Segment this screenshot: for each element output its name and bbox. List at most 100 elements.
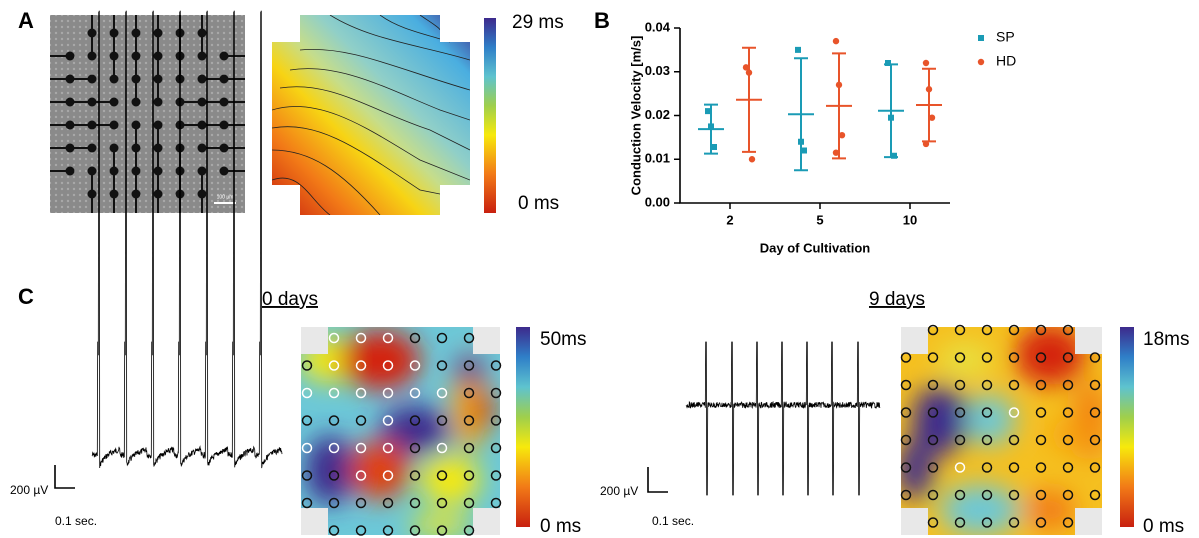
electrode-marker — [1062, 379, 1074, 391]
scale-bar — [647, 467, 668, 493]
colorbar-min: 0 ms — [518, 193, 559, 214]
axis — [679, 28, 950, 204]
electrode-marker — [301, 470, 313, 481]
electrode-marker — [328, 442, 340, 454]
electrode-marker — [409, 497, 421, 509]
electrode-marker — [328, 387, 340, 399]
scale-voltage: 200 µV — [600, 484, 638, 498]
electrode-marker — [1008, 489, 1020, 501]
electrode-marker — [927, 352, 939, 363]
electrode-marker — [900, 379, 912, 391]
colorbar-min: 0 ms — [540, 516, 581, 537]
x-tick-label: 5 — [816, 212, 823, 227]
electrode-marker — [954, 379, 966, 391]
electrode-marker — [409, 415, 421, 426]
colorbar-max: 29 ms — [512, 12, 564, 33]
voltage-trace — [685, 341, 881, 496]
electrode-marker — [436, 470, 448, 481]
electrode-marker — [927, 462, 939, 473]
electrode-marker — [1008, 434, 1020, 446]
electrode-marker — [1089, 434, 1101, 446]
data-point — [795, 46, 801, 53]
electrode-marker — [355, 360, 367, 371]
colorbar-min: 0 ms — [1143, 516, 1184, 537]
data-point — [745, 69, 753, 76]
electrode-marker — [927, 489, 939, 501]
voltage-trace — [91, 10, 283, 469]
electrode-marker — [981, 407, 993, 418]
electrode-marker — [355, 387, 367, 399]
electrode-marker — [355, 497, 367, 509]
electrode-marker — [981, 352, 993, 363]
electrode-marker — [490, 360, 502, 371]
electrode-marker — [328, 525, 340, 536]
electrode-marker — [382, 525, 394, 536]
electrode-marker — [382, 332, 394, 344]
electrode-marker — [436, 332, 448, 344]
electrode-marker — [490, 387, 502, 399]
electrode-marker — [1035, 489, 1047, 501]
y-tick-label: 0.03 — [645, 63, 670, 78]
electrode-marker — [382, 360, 394, 371]
colorbar-max: 18ms — [1143, 329, 1189, 350]
chart: 0.00 0.01 0.02 0.03 0.04 2 5 10 Day of Cultivati… — [628, 19, 1016, 255]
microscope-image: 100 µm — [50, 15, 245, 213]
data-point — [708, 123, 714, 130]
electrode-marker — [301, 415, 313, 426]
data-point — [832, 149, 840, 156]
electrode-marker — [900, 407, 912, 418]
electrode-marker — [1089, 462, 1101, 473]
data-point — [928, 114, 936, 121]
electrode-marker — [436, 415, 448, 426]
scale-bar-label: 100 µm — [217, 194, 234, 200]
y-axis-title: Conduction Velocity [m/s] — [628, 36, 643, 196]
electrode-marker — [1089, 352, 1101, 363]
electrode-marker — [954, 352, 966, 363]
data-point — [748, 156, 756, 163]
panel-label: B — [594, 8, 610, 33]
electrode-marker — [328, 415, 340, 426]
electrode-marker — [463, 332, 475, 344]
electrode-marker — [382, 387, 394, 399]
data-point — [798, 138, 804, 145]
scale-voltage: 200 µV — [10, 483, 48, 497]
electrode-marker — [927, 324, 939, 336]
electrode-marker — [927, 517, 939, 528]
electrode-marker — [382, 470, 394, 481]
electrode-marker — [981, 489, 993, 501]
electrode-marker — [355, 470, 367, 481]
electrode-marker — [328, 332, 340, 344]
electrode-marker — [436, 387, 448, 399]
electrode-marker — [900, 462, 912, 473]
y-tick-label: 0.00 — [645, 194, 670, 209]
data-point — [835, 81, 843, 89]
electrode-marker — [954, 434, 966, 446]
electrode-marker — [355, 415, 367, 426]
electrode-marker — [463, 470, 475, 481]
electrode-marker — [409, 360, 421, 371]
data-point — [832, 37, 840, 45]
electrode-marker — [1008, 379, 1020, 391]
electrode-marker — [301, 497, 313, 509]
scale-time: 0.1 sec. — [652, 514, 694, 528]
electrode-marker — [1035, 352, 1047, 363]
electrode-marker — [463, 497, 475, 509]
electrode-marker — [1062, 352, 1074, 363]
data-point — [801, 147, 807, 154]
electrode-marker — [981, 379, 993, 391]
electrode-marker — [981, 324, 993, 336]
electrode-marker — [1008, 462, 1020, 473]
electrode-marker — [490, 442, 502, 454]
electrode-marker — [436, 525, 448, 536]
data-point — [977, 58, 985, 66]
electrode-marker — [409, 332, 421, 344]
electrode-marker — [1062, 407, 1074, 418]
electrode-marker — [382, 442, 394, 454]
electrode-marker — [900, 489, 912, 501]
electrode-marker — [355, 442, 367, 454]
activation-map — [272, 15, 470, 215]
electrode-marker — [1062, 489, 1074, 501]
electrode-marker — [900, 434, 912, 446]
electrode-marker — [355, 525, 367, 536]
